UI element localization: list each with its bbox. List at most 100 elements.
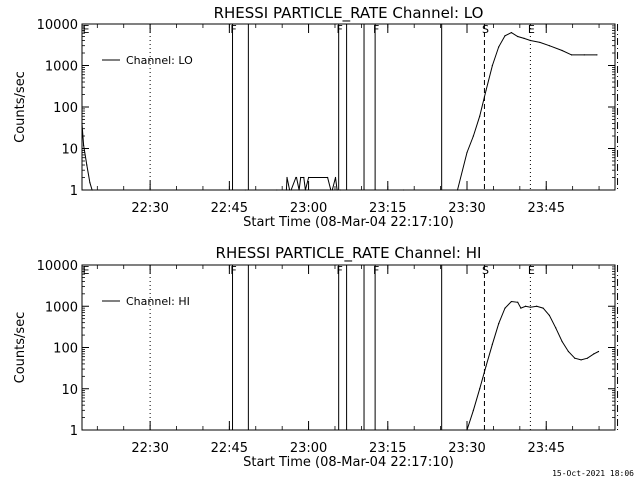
panel-1-event-flag: S [482,23,489,36]
panel-2-series-line [466,300,599,431]
panel-2-data-point [580,359,582,361]
panel-2-data-point [517,301,519,303]
panel-1-data-point [517,35,519,38]
panel-1-event-flag: F [373,23,379,36]
panel-1-data-point [82,144,85,146]
panel-2-x-tick-label: 23:15 [369,441,406,456]
panel-2-plot-frame [81,264,616,431]
panel-1-x-tick-label: 23:45 [528,201,565,216]
panel-1-data-point [548,45,551,47]
panel-1-x-tick-label: 23:15 [369,201,406,216]
panel-1-data-point [295,176,298,179]
panel-1-data-point [523,37,525,39]
panel-1-data-point [479,115,481,117]
panel-1-data-point [286,176,288,179]
panel-2-y-tick-label: 10000 [37,259,78,274]
panel-2-data-point [479,388,481,390]
panel-2-x-tick-label: 23:30 [448,441,485,456]
panel-1-data-point [149,189,151,191]
panel-1-data-point [290,189,292,191]
panel-2-y-tick-label: 1 [70,424,78,439]
panel-2-data-point [561,340,563,343]
panel-1-data-point [529,39,531,42]
panel-2-chart-title: RHESSI PARTICLE_RATE Channel: HI [216,244,482,263]
panel-1-data-point [583,54,585,56]
panel-1-data-point [330,189,332,191]
panel-1-event-flag: F [337,23,343,36]
panel-1-legend-label: Channel: LO [126,54,193,67]
panel-2-x-tick-label: 22:30 [131,441,168,456]
panel-2-data-point [504,307,506,309]
panel-1-data-point [339,189,341,191]
panel-2-data-point [597,350,600,353]
panel-2-event-flag: E [83,264,90,277]
panel-2-data-point [536,305,538,307]
panel-2-event-flag: F [230,264,236,277]
panel-1-y-tick-label: 10 [61,143,78,158]
panel-1-y-axis-label: Counts/sec [13,71,28,143]
panel-1-data-point [485,89,487,92]
panel-1-event-flag: F [230,23,236,36]
panel-2-y-tick-label: 100 [53,342,78,357]
panel-2-event-flag: F [337,264,343,277]
panel-1-x-tick-label: 22:45 [211,201,248,216]
panel-1-y-tick-label: 1000 [45,60,78,75]
panel-1-data-point [504,35,506,37]
panel-2-data-point [542,307,544,309]
panel-1-x-axis-label: Start Time (08-Mar-04 22:17:10) [243,215,454,230]
panel-1-data-point [570,54,573,56]
panel-2-data-point [529,306,531,308]
panel-1-data-point [300,176,302,179]
panel-2-event-flag: F [373,264,379,277]
panel-1-data-point [244,189,246,191]
panel-2-x-tick-label: 22:45 [211,441,248,456]
panel-2-data-point [472,409,474,411]
panel-2-x-axis-label: Start Time (08-Mar-04 22:17:10) [243,455,454,470]
panel-2-data-point [498,322,500,325]
panel-1-data-point [298,189,300,191]
panel-1-data-point [491,64,493,67]
panel-1-x-tick-label: 23:30 [448,201,485,216]
panel-2-data-point [466,429,468,431]
panel-2-data-point [520,307,522,309]
panel-1-data-point [539,41,541,44]
panel-1-data-point [331,189,333,191]
panel-1-event-flag: E [83,23,90,36]
panel-1-data-point [596,54,598,56]
panel-2-data-point [548,314,551,317]
panel-1-data-point [288,189,291,191]
plot-generation-timestamp: 15-Oct-2021 18:06 [552,469,634,478]
panel-2-event-flag: E [528,264,535,277]
panel-1-data-point [86,164,88,166]
panel-2-legend-label: Channel: HI [126,295,190,308]
panel-1-x-tick-label: 22:30 [131,201,168,216]
panel-2-y-axis-label: Counts/sec [13,312,28,384]
panel-1-x-tick-label: 23:00 [290,201,327,216]
panel-1-data-point [326,176,329,179]
panel-1-data-point [472,135,474,137]
panel-1-chart-title: RHESSI PARTICLE_RATE Channel: LO [214,4,484,23]
panel-1-data-point [91,189,93,191]
panel-1-data-point [403,189,405,191]
panel-2-data-point [567,350,570,353]
panel-1-y-tick-label: 100 [53,101,78,116]
panel-1-data-point [510,32,512,34]
panel-1-data-point [89,182,91,184]
panel-2-data-point [525,305,527,307]
panel-1-series-line [81,32,597,191]
panel-1-data-point [498,46,500,48]
panel-1-data-point [81,122,83,125]
panel-1-y-tick-label: 1 [70,184,78,199]
panel-1-data-point [334,176,337,179]
panel-2-data-point [491,343,493,345]
panel-1-data-point [336,189,338,191]
panel-2-data-point [586,357,589,359]
panel-2-event-flag: S [482,264,489,277]
panel-1-data-point [466,151,468,154]
panel-1-data-point [303,176,305,179]
panel-2-x-tick-label: 23:00 [290,441,327,456]
panel-1-data-point [276,189,278,191]
panel-1-data-point [304,189,307,191]
panel-1-data-point [307,176,310,179]
